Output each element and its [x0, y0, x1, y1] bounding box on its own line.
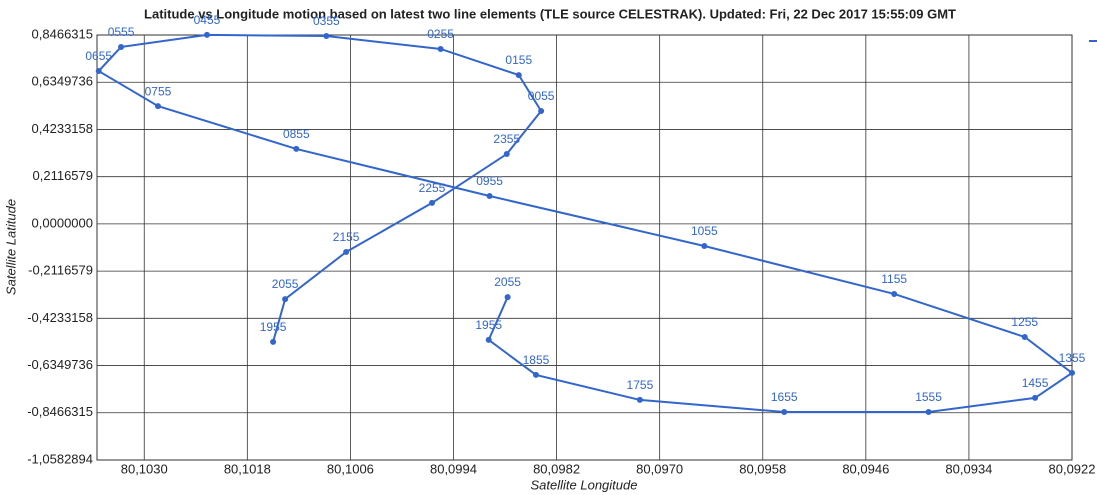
x-tick-label: 80,0934 [945, 461, 992, 476]
point-label: 1955 [475, 318, 502, 332]
point-label: 2355 [493, 132, 520, 146]
data-point [532, 371, 539, 378]
x-tick-label: 80,1030 [121, 461, 168, 476]
point-label: 1355 [1059, 351, 1086, 365]
y-tick-label: -0,2116579 [28, 263, 93, 278]
data-point [323, 33, 330, 40]
point-label: 1455 [1022, 376, 1049, 390]
data-point [154, 103, 161, 110]
y-tick-label: 0,8466315 [32, 26, 93, 41]
x-tick-label: 80,0958 [739, 461, 786, 476]
point-label: 0655 [85, 49, 112, 63]
point-label: 1255 [1011, 315, 1038, 329]
point-label: 1855 [523, 353, 550, 367]
x-tick-label: 80,1006 [327, 461, 374, 476]
data-point [538, 107, 545, 114]
point-label: 1755 [627, 378, 654, 392]
point-label: 0255 [427, 27, 454, 41]
data-point [270, 338, 277, 345]
x-tick-label: 80,0982 [533, 461, 580, 476]
x-axis-title: Satellite Longitude [531, 477, 638, 492]
x-tick-label: 80,0946 [842, 461, 889, 476]
point-label: 0755 [145, 84, 172, 98]
point-label: 2255 [419, 181, 446, 195]
data-point [203, 31, 210, 38]
point-label: 2155 [333, 230, 360, 244]
point-label: 1055 [691, 224, 718, 238]
data-point [925, 408, 932, 415]
data-point [485, 336, 492, 343]
data-point [636, 396, 643, 403]
x-tick-label: 80,0970 [636, 461, 683, 476]
data-point [1032, 394, 1039, 401]
data-point [1021, 334, 1028, 341]
point-label: 2055 [494, 275, 521, 289]
data-point [437, 45, 444, 52]
point-label: 0455 [194, 13, 221, 27]
point-label: 0355 [313, 14, 340, 28]
data-point [118, 43, 125, 50]
y-axis-title: Satellite Latitude [3, 199, 18, 295]
y-tick-label: -0,6349736 [27, 357, 93, 372]
data-point [891, 290, 898, 297]
data-point [503, 151, 510, 158]
point-label: 1555 [915, 390, 942, 404]
data-point [781, 408, 788, 415]
y-tick-label: 0,4233158 [32, 121, 93, 136]
data-line [97, 33, 1074, 413]
data-point [293, 145, 300, 152]
y-tick-label: 0,0000000 [32, 215, 93, 230]
data-point [515, 72, 522, 79]
point-label: 0955 [476, 174, 503, 188]
point-label: 1955 [260, 320, 287, 334]
point-label: 1155 [881, 272, 907, 286]
data-point [95, 68, 102, 75]
x-tick-label: 80,0994 [430, 461, 477, 476]
x-tick-label: 80,0922 [1049, 461, 1096, 476]
data-point [343, 249, 350, 256]
y-tick-label: -0,8466315 [27, 404, 93, 419]
y-tick-label: 0,2116579 [33, 168, 94, 183]
data-point [282, 296, 289, 303]
y-tick-label: 0,6349736 [32, 74, 93, 89]
data-point [504, 294, 511, 301]
x-tick-label: 80,1018 [224, 461, 271, 476]
data-point [486, 193, 493, 200]
point-label: 2055 [272, 277, 299, 291]
point-label: 1655 [771, 390, 798, 404]
data-point [1069, 369, 1075, 376]
point-label: 0555 [108, 25, 135, 39]
point-label: 0855 [283, 127, 310, 141]
data-point [701, 242, 708, 249]
chart-title: Latitude vs Longitude motion based on la… [144, 6, 956, 21]
y-tick-label: -1,0582894 [27, 451, 93, 466]
point-label: 0055 [528, 89, 555, 103]
y-tick-label: -0,4233158 [27, 310, 93, 325]
data-point [429, 199, 436, 206]
point-label: 0155 [505, 53, 532, 67]
